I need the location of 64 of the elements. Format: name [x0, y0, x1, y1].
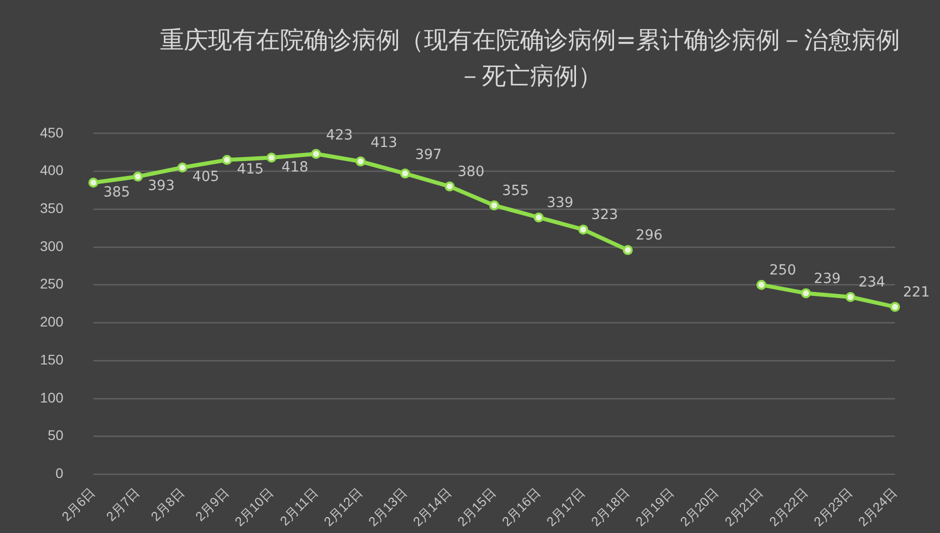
data-label: 415	[236, 162, 264, 178]
x-tick-label: 2月16日	[499, 484, 544, 530]
point	[444, 181, 455, 192]
point	[578, 224, 588, 235]
data-label: 296	[636, 228, 663, 244]
x-tick-label: 2月17日	[544, 484, 588, 530]
point	[311, 148, 322, 159]
y-tick-label: 50	[48, 427, 64, 444]
point	[489, 200, 500, 210]
point	[845, 292, 856, 302]
x-tick-label: 2月10日	[232, 484, 276, 530]
point	[890, 302, 900, 312]
x-tick-label: 2月14日	[410, 484, 454, 530]
y-tick-label: 450	[40, 124, 64, 140]
point	[756, 280, 766, 290]
data-label: 250	[769, 262, 796, 279]
data-label: 397	[415, 147, 442, 164]
x-tick-label: 2月21日	[722, 484, 766, 530]
x-tick-label: 2月15日	[454, 484, 499, 530]
x-tick-label: 2月13日	[365, 484, 410, 530]
point	[132, 172, 143, 182]
point	[177, 162, 188, 172]
x-tick-label: 2月11日	[277, 484, 321, 528]
x-tick-label: 2月12日	[320, 484, 366, 530]
data-label: 239	[814, 270, 841, 287]
point	[800, 288, 811, 298]
data-label: 393	[148, 178, 175, 194]
point	[222, 154, 232, 165]
data-label: 413	[370, 135, 398, 152]
x-tick-label: 2月7日	[103, 484, 143, 524]
x-tick-label: 2月23日	[810, 484, 856, 530]
y-tick-label: 200	[40, 314, 64, 330]
x-tick-label: 2月6日	[58, 484, 98, 524]
data-label: 221	[903, 284, 930, 300]
x-tick-label: 2月20日	[677, 484, 722, 530]
x-tick-label: 2月8日	[148, 484, 188, 524]
y-tick-label: 0	[56, 465, 64, 482]
x-tick-label: 2月22日	[766, 484, 811, 530]
data-label: 405	[192, 169, 220, 186]
data-label: 323	[591, 207, 618, 224]
data-label: 380	[458, 164, 484, 180]
point	[622, 245, 633, 256]
data-label: 234	[858, 274, 886, 291]
point	[356, 156, 366, 166]
data-label: 385	[103, 184, 130, 200]
y-tick-label: 250	[40, 276, 64, 292]
x-tick-label: 2月19日	[632, 484, 677, 530]
x-tick-label: 2月18日	[588, 484, 632, 530]
y-tick-label: 150	[40, 351, 64, 368]
point	[266, 152, 276, 163]
data-label: 355	[502, 182, 529, 199]
data-label: 418	[282, 159, 308, 176]
point	[88, 178, 98, 188]
x-tick-label: 2月24日	[855, 484, 900, 530]
data-label: 423	[326, 127, 353, 144]
data-label: 339	[546, 195, 574, 212]
point	[534, 212, 544, 222]
y-tick-label: 300	[40, 238, 64, 254]
y-tick-label: 400	[40, 162, 64, 178]
y-tick-label: 350	[40, 200, 64, 216]
y-tick-label: 100	[40, 389, 64, 406]
point	[400, 168, 410, 179]
x-tick-label: 2月9日	[192, 484, 232, 524]
chart-title: 重庆现有在院确诊病例（现有在院确诊病例=累计确诊病例－治愈病例－死亡病例）	[158, 25, 902, 92]
